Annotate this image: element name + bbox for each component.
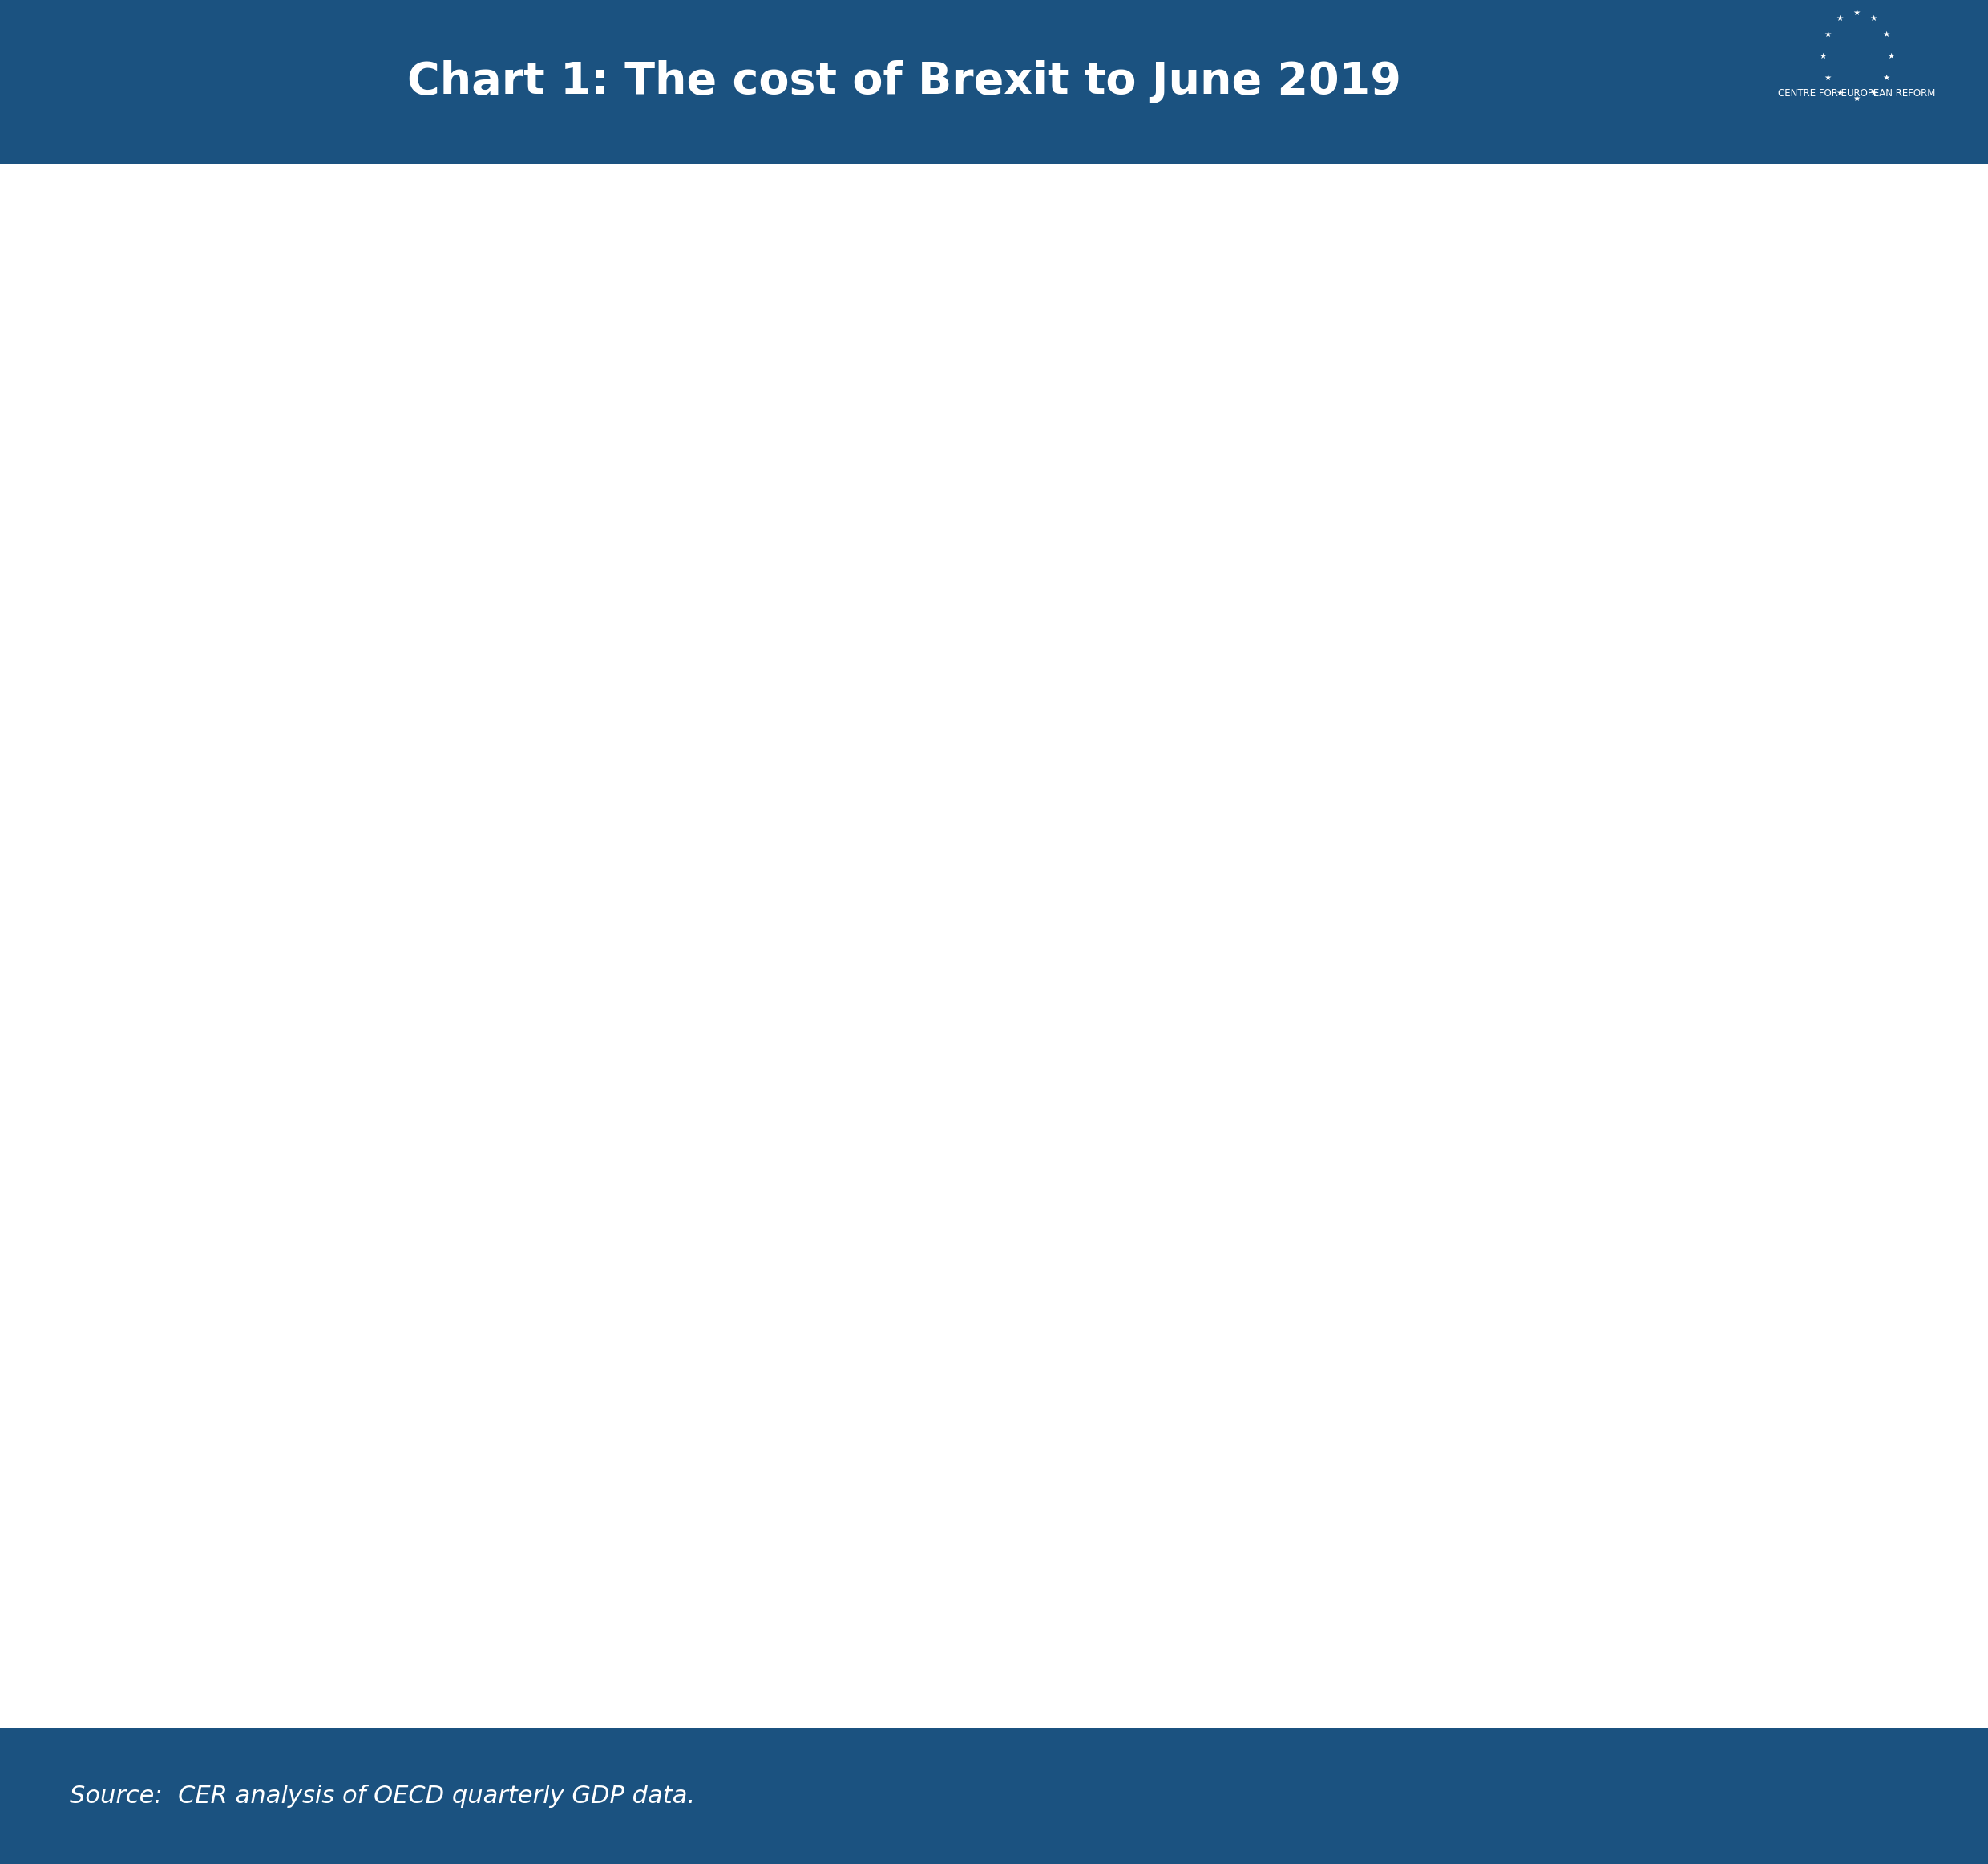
- Text: ★: ★: [1887, 52, 1895, 60]
- Text: ★: ★: [1837, 15, 1843, 22]
- Y-axis label: Cumulative growth since 2009 Q1, %: Cumulative growth since 2009 Q1, %: [121, 723, 143, 1178]
- Text: ★: ★: [1853, 95, 1861, 103]
- Legend: UK, Doppelgänger UK: UK, Doppelgänger UK: [272, 155, 914, 205]
- Text: ★: ★: [1823, 73, 1831, 82]
- Text: Referendum: Referendum: [968, 1189, 1117, 1212]
- Text: ★: ★: [1883, 30, 1891, 39]
- Text: ★: ★: [1837, 89, 1843, 97]
- Text: ★: ★: [1853, 9, 1861, 17]
- Text: ★: ★: [1819, 52, 1827, 60]
- Text: ★: ★: [1871, 15, 1877, 22]
- Text: ★: ★: [1883, 73, 1891, 82]
- Text: CENTRE FOR EUROPEAN REFORM: CENTRE FOR EUROPEAN REFORM: [1777, 88, 1936, 99]
- Text: 2.9%: 2.9%: [1861, 578, 1940, 606]
- Text: ★: ★: [1871, 89, 1877, 97]
- Text: Source:  CER analysis of OECD quarterly GDP data.: Source: CER analysis of OECD quarterly G…: [70, 1784, 696, 1808]
- Text: Chart 1: The cost of Brexit to June 2019: Chart 1: The cost of Brexit to June 2019: [408, 60, 1402, 104]
- Text: ★: ★: [1823, 30, 1831, 39]
